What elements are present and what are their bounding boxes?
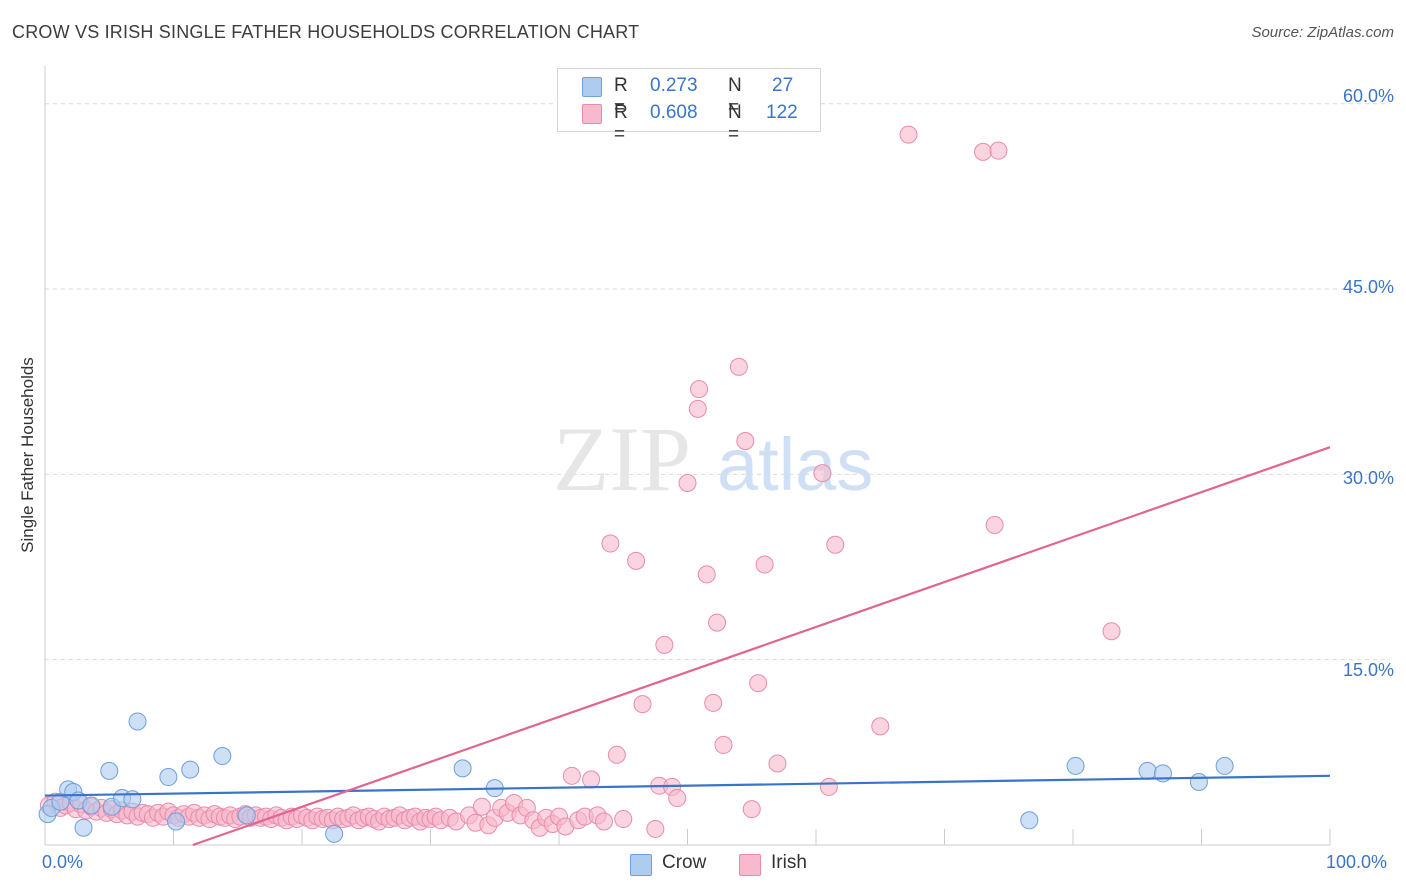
y-tick-label: 45.0%	[1342, 277, 1394, 297]
y-tick-label: 60.0%	[1342, 86, 1394, 106]
irish-r-value: 0.608	[650, 102, 698, 123]
irish-point	[607, 745, 626, 764]
crow-point	[237, 806, 256, 825]
gridlines	[45, 103, 1390, 661]
irish-point	[749, 674, 768, 693]
irish-point	[668, 789, 687, 808]
crow-point	[213, 747, 232, 766]
irish-point	[826, 535, 845, 554]
irish-point	[655, 635, 674, 654]
irish-point	[989, 141, 1008, 160]
x-tick-label: 0.0%	[42, 852, 84, 872]
crow-point	[1215, 756, 1234, 775]
irish-point	[688, 399, 707, 418]
crow-r-label: R =	[614, 75, 628, 118]
axes	[44, 66, 1331, 846]
irish-trendline	[192, 446, 1331, 847]
irish-point	[708, 613, 727, 632]
crow-point	[74, 818, 93, 837]
crow-point	[1020, 811, 1039, 830]
irish-point	[472, 797, 491, 816]
irish-point	[819, 777, 838, 796]
irish-n-label: N =	[728, 102, 742, 145]
irish-point	[871, 717, 890, 736]
crow-point	[82, 796, 101, 815]
crow-legend-label: Crow	[662, 852, 707, 873]
irish-point	[742, 800, 761, 819]
crow-point	[181, 760, 200, 779]
irish-point	[813, 464, 832, 483]
irish-point	[974, 142, 993, 161]
irish-point	[678, 474, 697, 493]
y-tick-label: 15.0%	[1342, 660, 1394, 680]
irish-point	[1102, 622, 1121, 641]
chart-title: CROW VS IRISH SINGLE FATHER HOUSEHOLDS C…	[12, 22, 640, 42]
irish-point	[714, 735, 733, 754]
irish-point	[614, 810, 633, 829]
irish-point	[601, 534, 620, 553]
crow-swatch	[582, 77, 602, 97]
irish-point	[768, 754, 787, 773]
irish-point	[690, 380, 709, 399]
crow-legend-swatch	[630, 854, 652, 876]
crow-point	[1189, 772, 1208, 791]
irish-point	[729, 357, 748, 376]
trendlines	[44, 446, 1331, 847]
crow-point	[325, 824, 344, 843]
crow-point	[100, 761, 119, 780]
crow-r-value: 0.273	[650, 75, 698, 96]
irish-point	[736, 431, 755, 450]
crow-n-value: 27	[772, 75, 794, 96]
irish-point	[899, 125, 918, 144]
irish-point	[755, 555, 774, 574]
irish-point	[627, 551, 646, 570]
x-tick-label: 100.0%	[1326, 852, 1388, 872]
irish-point	[582, 770, 601, 789]
irish-point	[633, 695, 652, 714]
y-axis-label: Single Father Households	[18, 357, 37, 553]
crow-point	[159, 768, 178, 787]
irish-point	[562, 766, 581, 785]
irish-point	[985, 516, 1004, 535]
crow-n-label: N =	[728, 75, 742, 118]
irish-legend-swatch	[739, 854, 761, 876]
irish-point	[697, 565, 716, 584]
crow-point	[128, 712, 147, 731]
irish-legend-label: Irish	[771, 852, 807, 873]
crow-point	[453, 759, 472, 778]
irish-point	[646, 819, 665, 838]
irish-r-label: R =	[614, 102, 628, 145]
irish-swatch	[582, 104, 602, 124]
irish-point	[594, 812, 613, 831]
y-tick-label: 30.0%	[1342, 468, 1394, 488]
crow-point	[167, 812, 186, 831]
irish-point	[704, 693, 723, 712]
watermark-zip: ZIP	[553, 408, 691, 510]
chart-source: Source: ZipAtlas.com	[1251, 24, 1394, 41]
watermark: ZIP atlas	[553, 408, 873, 510]
irish-n-value: 122	[766, 102, 798, 123]
crow-point	[1138, 761, 1157, 780]
crow-trendline	[44, 774, 1331, 797]
crow-point	[1066, 756, 1085, 775]
correlation-legend: R = 0.273 N = 27 R = 0.608 N = 122	[557, 68, 821, 145]
